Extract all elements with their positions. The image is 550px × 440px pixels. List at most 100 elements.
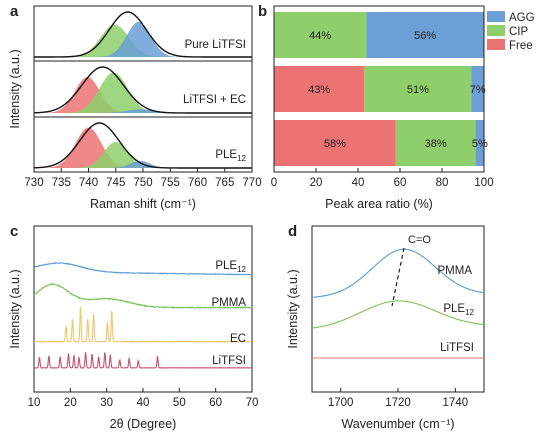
panel-c-tick-label-10: 10 [28, 397, 41, 409]
panel-b: b 44% 56% 43% 51% 7% 58% 38% 5% 0 20 40 60 80 100 AG… [258, 3, 535, 211]
panel-d-line-1 [311, 300, 485, 329]
legend-label-cip: CIP [509, 26, 529, 38]
panel-a-envelope-1 [33, 66, 252, 114]
panel-a-tick-label-730: 730 [24, 177, 43, 189]
panel-c-tick-label-20: 20 [64, 397, 77, 409]
panel-d-label-litfsi: LiTFSI [440, 342, 474, 354]
panel-c-line-0 [33, 262, 253, 276]
panel-c-label-litfsi: LiTFSI [212, 355, 246, 367]
panel-c-line-3 [33, 352, 253, 369]
panel-a-x-ticks: 730 735 740 745 750 755 760 765 770 [24, 168, 262, 189]
panel-c-tick-label-60: 60 [209, 397, 222, 409]
panel-c-x-ticks: 10 20 30 40 50 60 70 [28, 388, 259, 409]
panel-d-line-0 [311, 248, 485, 298]
panel-b-bar-1-agg [471, 66, 484, 112]
panel-b-bar-1-free [274, 66, 365, 112]
panel-a-tick-label-750: 750 [133, 177, 152, 189]
panel-b-x-ticks: 0 20 40 60 80 100 [271, 168, 494, 189]
panel-d-tick-label-1700: 1700 [328, 397, 354, 409]
panel-a-label-ple: PLE12 [215, 149, 246, 163]
panel-b-bar-0-cip [274, 12, 367, 58]
panel-b-tick-label-40: 40 [352, 177, 365, 189]
legend-swatch-cip [487, 25, 505, 36]
panel-b-bar-0-agg [366, 12, 484, 58]
panel-a-x-label: Raman shift (cm⁻¹) [90, 197, 196, 211]
carbonyl-shift-dashed-line [391, 247, 405, 307]
panel-a-y-label: Intensity (a.u.) [8, 49, 22, 128]
panel-b-tick-label-100: 100 [474, 177, 493, 189]
panel-b-bar-2-free [274, 120, 396, 166]
panel-b-bars: 44% 56% 43% 51% 7% 58% 38% 5% [274, 12, 488, 166]
panel-d-label-pmma: PMMA [438, 265, 473, 277]
panel-d-x-label: Wavenumber (cm⁻¹) [341, 417, 454, 431]
panel-d-spectra [311, 248, 485, 359]
panel-a-tick-label-745: 745 [106, 177, 125, 189]
panel-b-tick-label-20: 20 [310, 177, 323, 189]
panel-b-legend: AGG CIP Free [487, 11, 535, 52]
panel-b-letter: b [258, 3, 267, 20]
panel-c-line-1 [33, 283, 253, 310]
panel-c-label-pmma: PMMA [212, 297, 247, 309]
panel-c-tick-label-40: 40 [137, 397, 150, 409]
panel-c: c 10 20 30 40 50 60 70 PLE12 PMMA EC LiTFSI In… [8, 223, 258, 431]
panel-b-bar-label-1-agg: 7% [470, 84, 486, 96]
panel-b-x-label: Peak area ratio (%) [325, 197, 433, 211]
panel-c-x-label: 2θ (Degree) [110, 417, 177, 431]
panel-b-bar-label-1-free: 43% [308, 84, 330, 96]
carbonyl-annotation: C=O [408, 234, 431, 246]
panel-d-label-ple: PLE12 [443, 303, 474, 317]
panel-b-tick-label-0: 0 [271, 177, 277, 189]
panel-a-envelope-2 [33, 122, 252, 169]
panel-a-tick-label-760: 760 [188, 177, 207, 189]
panel-b-bar-2-cip [395, 120, 476, 166]
panel-c-patterns [33, 262, 253, 369]
panel-b-frame [273, 5, 485, 173]
panel-d-tick-label-1740: 1740 [443, 397, 469, 409]
panel-a-tick-label-740: 740 [79, 177, 98, 189]
panel-a-label-pure: Pure LiTFSI [185, 39, 246, 51]
panel-b-bar-2-agg [475, 120, 484, 166]
panel-b-bar-label-2-free: 58% [324, 138, 346, 150]
panel-c-tick-label-70: 70 [246, 397, 259, 409]
panel-b-bar-label-2-cip: 38% [425, 138, 447, 150]
panel-c-letter: c [10, 223, 18, 240]
panel-b-bar-1-cip [364, 66, 472, 112]
panel-d-y-label: Intensity (a.u.) [286, 269, 300, 348]
panel-a-label-ple-sub: 12 [237, 154, 246, 163]
panel-c-label-ec: EC [230, 333, 246, 345]
legend-label-free: Free [509, 40, 533, 52]
panel-c-tick-label-50: 50 [173, 397, 186, 409]
panel-d-x-ticks: 1700 1720 1740 [328, 388, 468, 409]
panel-c-y-label: Intensity (a.u.) [8, 269, 22, 348]
panel-a-fit-0-1 [34, 21, 252, 57]
panel-a-fit-2-0 [34, 127, 252, 168]
panel-b-bar-label-0-agg: 56% [414, 30, 436, 42]
panel-a-peak-fits [33, 11, 252, 169]
panel-c-line-2 [33, 306, 253, 344]
panel-d-letter: d [288, 223, 297, 240]
panel-b-tick-label-80: 80 [436, 177, 449, 189]
panel-a-envelope-0 [34, 11, 252, 58]
panel-a-fit-1-2 [34, 109, 252, 113]
panel-a-tick-label-735: 735 [52, 177, 71, 189]
panel-b-bar-label-0-cip: 44% [309, 30, 331, 42]
panel-a-tick-label-770: 770 [242, 177, 261, 189]
legend-swatch-free [487, 39, 505, 50]
panel-a-fit-1-0 [34, 77, 252, 113]
legend-swatch-agg [487, 11, 505, 22]
panel-d: d 1700 1720 1740 C=O PMMA PLE12 LiTFSI Int… [286, 223, 485, 431]
panel-a: a 730 735 740 745 750 755 760 765 770 Pure LiTFS… [8, 3, 262, 211]
panel-c-tick-label-30: 30 [100, 397, 113, 409]
panel-d-label-ple-sub: 12 [465, 308, 474, 317]
panel-b-bar-label-1-cip: 51% [407, 84, 429, 96]
panel-a-tick-label-765: 765 [215, 177, 234, 189]
panel-a-label-ec: LiTFSI + EC [183, 94, 246, 106]
panel-a-letter: a [10, 3, 19, 20]
panel-a-tick-label-755: 755 [161, 177, 180, 189]
panel-b-tick-label-60: 60 [394, 177, 407, 189]
panel-c-label-ple-sub: 12 [237, 265, 246, 274]
panel-b-bar-label-2-agg: 5% [472, 138, 488, 150]
legend-label-agg: AGG [509, 12, 535, 24]
panel-c-label-ple: PLE12 [215, 260, 246, 274]
